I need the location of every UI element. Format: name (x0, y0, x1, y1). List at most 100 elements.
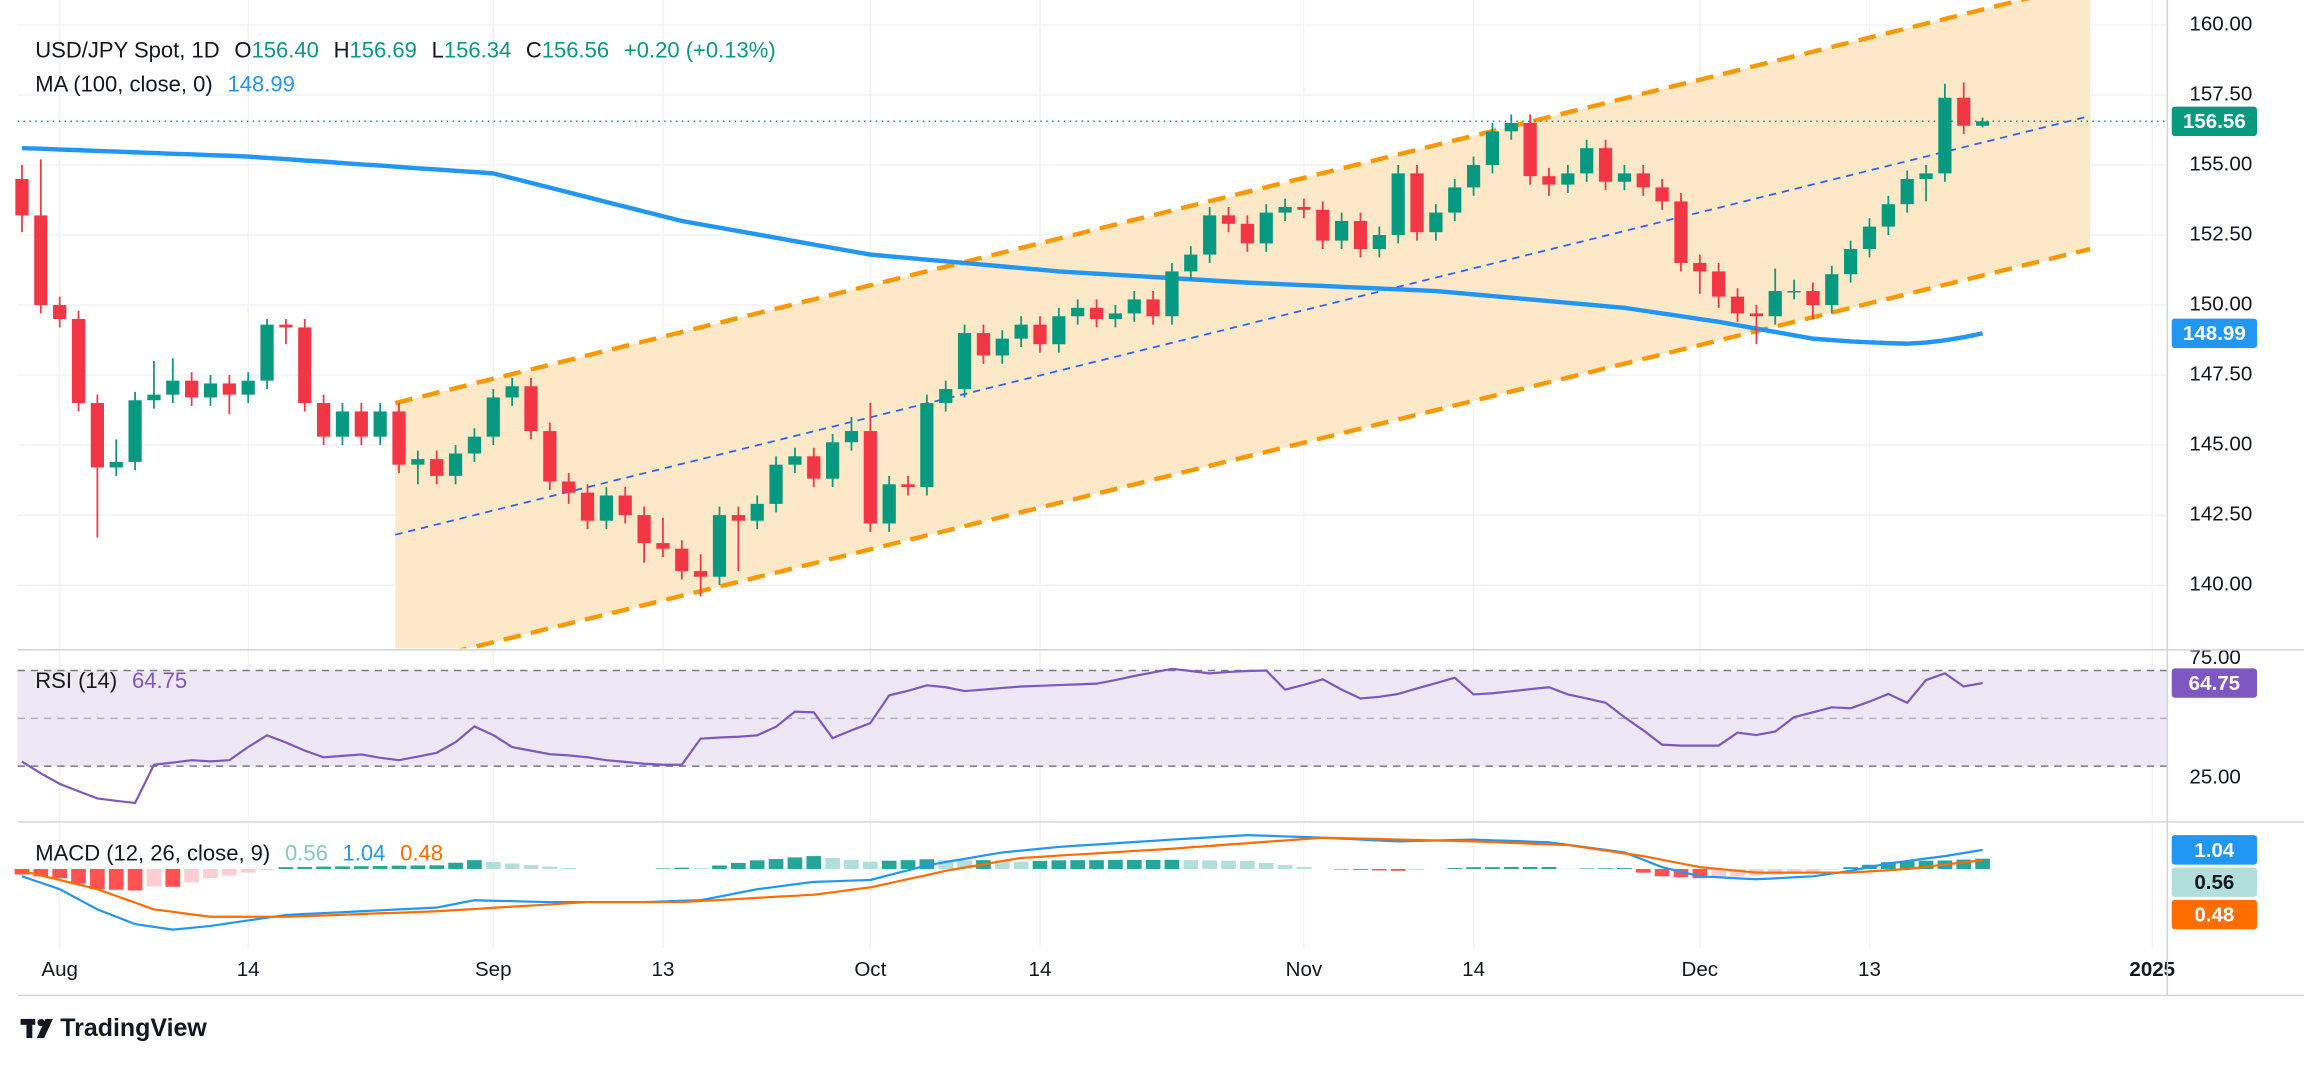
candle-body (1617, 173, 1632, 182)
macd-value-box (2171, 835, 2257, 865)
candle-body (807, 456, 821, 479)
y-tick-label: 147.50 (2189, 362, 2252, 385)
macd-histogram-bar (1089, 860, 1104, 869)
candle-body (863, 431, 877, 524)
macd-histogram-bar (1353, 868, 1368, 870)
candle-body (1429, 212, 1443, 233)
ma-legend: MA (100, close, 0) 148.99 (35, 71, 295, 96)
macd-histogram-bar (655, 868, 671, 869)
macd-signal-value: 0.48 (400, 840, 443, 865)
macd-histogram-bar (335, 866, 350, 869)
macd-histogram-bar (1126, 859, 1142, 869)
change: +0.20 (+0.13%) (624, 37, 776, 62)
macd-histogram-bar (297, 866, 313, 869)
ma-value-label: 148.99 (2183, 322, 2246, 345)
candle-body (1919, 173, 1933, 179)
x-tick-label: 13 (652, 958, 675, 981)
macd-value-label: 1.04 (2194, 839, 2235, 862)
candle-body (1636, 173, 1650, 188)
macd-histogram-bar (259, 868, 275, 870)
candle-body (1542, 176, 1556, 185)
candle-body (1165, 271, 1179, 317)
macd-histogram-bar (731, 862, 746, 869)
channel-midline (395, 115, 2091, 536)
macd-histogram-bar (674, 867, 690, 869)
y-tick-label: 160.00 (2189, 12, 2252, 35)
candle-body (260, 324, 274, 381)
macd-histogram-bar (165, 868, 181, 887)
candle-body (335, 411, 350, 437)
candle-body (1730, 296, 1745, 314)
candle-body (694, 571, 708, 577)
candle-body (15, 178, 29, 216)
candle-body (769, 464, 783, 504)
candle-body (543, 431, 557, 482)
candle-body (1674, 201, 1688, 264)
candle-body (750, 503, 764, 521)
ohlc-value: 156.34 (444, 37, 511, 62)
rsi-line (21, 667, 1983, 805)
candle-body (71, 319, 86, 404)
candle-body (1466, 164, 1481, 188)
macd-histogram-bar (391, 865, 407, 869)
macd-histogram-bar (146, 868, 162, 887)
macd-histogram-bar (1371, 868, 1387, 871)
candle-body (1089, 307, 1104, 320)
rsi-value-label: 64.75 (2189, 672, 2240, 695)
macd-histogram-bar (1899, 861, 1915, 869)
macd-histogram-bar (1598, 868, 1613, 869)
y-tick-label: 140.00 (2189, 573, 2252, 596)
macd-histogram-bar (203, 868, 218, 879)
macd-histogram-bar (448, 862, 463, 869)
candle-body (1957, 97, 1971, 126)
macd-histogram-bar (1258, 862, 1274, 869)
rsi-title: RSI (14) (35, 668, 117, 693)
candle-body (1900, 178, 1914, 205)
x-tick-label: Nov (1286, 958, 1323, 981)
signal-line (21, 836, 1983, 918)
candle-body (618, 495, 632, 516)
candle-body (1221, 215, 1236, 224)
macd-histogram-bar (712, 865, 727, 869)
candle-body (562, 481, 576, 493)
candle-body (882, 484, 896, 524)
candle-body (524, 386, 538, 432)
macd-histogram-bar (467, 860, 482, 869)
candle-body (675, 548, 689, 572)
macd-histogram-bar (542, 866, 558, 869)
candle-body (203, 383, 218, 398)
candle-body (976, 333, 991, 356)
ma-value: 148.99 (227, 71, 294, 96)
candle-body (1862, 226, 1877, 250)
macd-histogram-bar (561, 867, 577, 869)
macd-histogram-bar (1975, 858, 1990, 869)
candle-body (712, 515, 727, 577)
y-tick-label: 155.00 (2189, 152, 2252, 175)
macd-histogram-bar (1485, 867, 1500, 869)
macd-histogram-bar (1635, 868, 1651, 873)
macd-histogram-bar (693, 868, 708, 869)
histogram-value-label: 0.56 (2194, 871, 2234, 894)
macd-histogram-bar (1070, 860, 1086, 869)
y-tick-label: 75.00 (2189, 646, 2240, 669)
macd-histogram-bar (1296, 866, 1312, 869)
macd-histogram-bar (787, 857, 803, 869)
candle-body (580, 492, 595, 521)
candle-body (656, 543, 670, 549)
ma-line (21, 145, 1984, 346)
candle-body (995, 338, 1009, 356)
macd-histogram-bar (184, 868, 199, 883)
macd-histogram-bar (881, 860, 897, 869)
macd-histogram-bar (485, 861, 501, 869)
candle-body (166, 380, 180, 395)
x-tick-label: 14 (1462, 958, 1485, 981)
candle-body (1316, 209, 1330, 241)
macd-value: 1.04 (343, 840, 386, 865)
macd-histogram-bar (429, 865, 445, 869)
candle-body (505, 386, 519, 398)
plot-layer: Aug 14 Sep 13 Oct 14 Nov 14 Dec 13 2025 140.00 142.5… (14, 0, 2257, 981)
macd-histogram-bar (71, 868, 86, 884)
candle-body (1938, 97, 1952, 174)
candle-body (1353, 220, 1368, 250)
last-price-label: 156.56 (2183, 110, 2246, 133)
